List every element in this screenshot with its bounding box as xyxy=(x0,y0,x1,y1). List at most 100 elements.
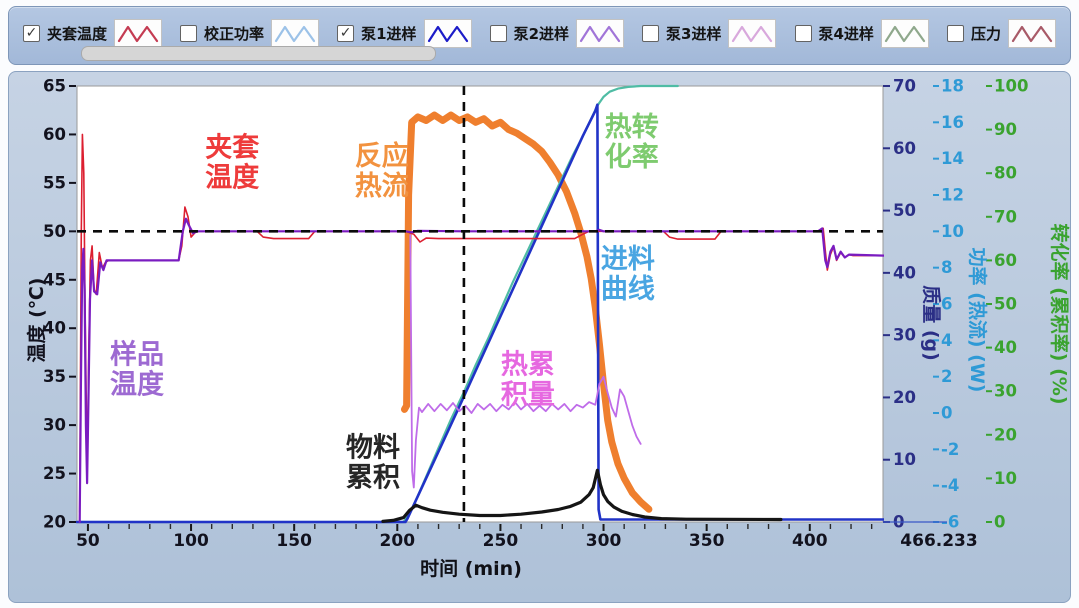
y-tick-label-temperature: 20 xyxy=(43,513,66,532)
legend-toolbar: ✓ 夹套温度 校正功率 ✓ 泵1进样 泵2进样 泵3进样 泵4进样 压力 xyxy=(8,6,1071,65)
y-tick-label-power: -6 xyxy=(941,513,959,532)
legend-label-6: 压力 xyxy=(970,24,1001,43)
legend-scrollbar-thumb[interactable] xyxy=(81,46,436,61)
annotation-2: 热转化率 xyxy=(605,112,659,173)
legend-checkbox-6[interactable] xyxy=(946,24,964,42)
legend-checkbox-4[interactable] xyxy=(642,24,660,42)
y-tick-label-temperature: 60 xyxy=(43,125,66,144)
y-tick-label-conversion: 70 xyxy=(994,207,1017,226)
y-tick-label-conversion: 60 xyxy=(994,251,1017,270)
x-tick-label: 400 xyxy=(792,531,828,551)
x-tick-label: 350 xyxy=(689,531,725,551)
y-tick-label-mass: 50 xyxy=(893,201,916,220)
annotation-4: 热累积量 xyxy=(501,349,555,410)
y-tick-label-temperature: 65 xyxy=(43,77,66,96)
legend-item-0: ✓ 夹套温度 xyxy=(23,18,163,48)
legend-item-4: 泵3进样 xyxy=(642,18,777,48)
series-material_accumulation xyxy=(381,468,783,523)
y-tick-label-conversion: 80 xyxy=(994,164,1017,183)
legend-checkbox-0[interactable]: ✓ xyxy=(23,24,40,42)
y-tick-label-power: 2 xyxy=(941,367,952,386)
annotation-5: 样品温度 xyxy=(110,339,164,401)
legend-swatch-6 xyxy=(1007,18,1056,48)
y-tick-label-mass: 10 xyxy=(893,450,916,469)
y-tick-label-conversion: 0 xyxy=(994,513,1005,532)
legend-checkbox-5[interactable] xyxy=(794,24,812,42)
data-series xyxy=(76,84,884,524)
y-tick-label-conversion: 100 xyxy=(994,77,1028,96)
y-tick-label-power: -4 xyxy=(941,476,959,495)
annotation-0: 夹套温度 xyxy=(205,132,259,193)
legend-swatch-3 xyxy=(576,18,624,48)
y-tick-label-mass: 20 xyxy=(893,388,916,407)
series-heat_flow xyxy=(401,111,653,513)
legend-item-6: 压力 xyxy=(946,18,1056,48)
x-tick-label: 250 xyxy=(483,531,519,551)
legend-label-3: 泵2进样 xyxy=(513,24,569,43)
reference-lines xyxy=(77,86,883,522)
legend-checkbox-1[interactable] xyxy=(180,24,198,42)
y-tick-label-power: 4 xyxy=(941,331,952,350)
y-tick-label-temperature: 55 xyxy=(43,173,66,192)
y-axis-title-power: 功率 (热流) (W) xyxy=(966,248,989,393)
legend-swatch-1 xyxy=(271,18,320,48)
legend-swatch-2 xyxy=(423,18,472,48)
y-axis-title-conversion: 转化率 (累积率) (%) xyxy=(1048,223,1070,404)
x-axis-ticks: 50 100 150 200 250 300 350 400 xyxy=(76,524,873,551)
y-axis-title-mass: 质量 (g) xyxy=(920,285,942,361)
legend-item-5: 泵4进样 xyxy=(794,18,929,48)
y-tick-label-power: 18 xyxy=(941,77,964,96)
y-tick-label-power: 12 xyxy=(941,186,964,205)
legend-label-1: 校正功率 xyxy=(204,24,265,43)
y-axis-title-temperature: 温度 (℃) xyxy=(25,278,48,363)
y-tick-label-conversion: 90 xyxy=(994,120,1017,139)
legend-label-2: 泵1进样 xyxy=(361,24,417,43)
y-tick-label-conversion: 40 xyxy=(994,338,1017,357)
legend-item-1: 校正功率 xyxy=(180,18,320,48)
annotation-1: 反应热流 xyxy=(355,140,409,202)
legend-label-4: 泵3进样 xyxy=(666,24,722,43)
y-tick-label-conversion: 10 xyxy=(994,469,1017,488)
x-tick-label: 200 xyxy=(380,531,416,551)
plot-area[interactable] xyxy=(76,85,884,523)
x-axis-end-label: 466.233 xyxy=(900,531,977,551)
legend-item-3: 泵2进样 xyxy=(489,18,624,48)
y-tick-label-power: 6 xyxy=(941,295,952,314)
y-tick-label-power: 8 xyxy=(941,258,952,277)
legend-label-5: 泵4进样 xyxy=(818,24,874,43)
y-axes-ticks: 6560555045403530252070605040302010018161… xyxy=(43,77,1028,532)
y-tick-label-mass: 70 xyxy=(893,77,916,96)
y-tick-label-temperature: 50 xyxy=(43,222,66,241)
y-tick-label-mass: 40 xyxy=(893,263,916,282)
legend-checkbox-2[interactable]: ✓ xyxy=(337,24,355,42)
legend-label-0: 夹套温度 xyxy=(47,24,108,43)
legend-item-2: ✓ 泵1进样 xyxy=(337,18,472,48)
y-tick-label-temperature: 45 xyxy=(43,270,66,289)
y-tick-label-conversion: 20 xyxy=(994,425,1017,444)
y-tick-label-temperature: 35 xyxy=(43,367,66,386)
legend-checkbox-3[interactable] xyxy=(489,24,507,42)
y-tick-label-temperature: 30 xyxy=(43,416,66,435)
chart-panel: 50 100 150 200 250 300 350 400 65 60 55 50 45 40 35 30… xyxy=(8,71,1071,603)
y-tick-label-power: 10 xyxy=(941,222,964,241)
annotation-6: 物料累积 xyxy=(346,433,400,494)
y-tick-label-temperature: 25 xyxy=(43,464,66,483)
legend-items-row: ✓ 夹套温度 校正功率 ✓ 泵1进样 泵2进样 泵3进样 泵4进样 压力 xyxy=(9,7,1070,53)
x-tick-label: 150 xyxy=(276,531,312,551)
y-tick-label-mass: 60 xyxy=(893,139,916,158)
legend-swatch-4 xyxy=(728,18,777,48)
x-axis-title: 时间 (min) xyxy=(420,558,522,580)
x-tick-label: 300 xyxy=(586,531,622,551)
legend-swatch-0 xyxy=(114,18,163,48)
legend-swatch-5 xyxy=(880,18,929,48)
y-tick-label-power: 0 xyxy=(941,404,952,423)
series-feed_curve xyxy=(76,103,884,524)
series-heat_accumulation xyxy=(409,234,642,489)
series-sample_temperature xyxy=(78,217,884,524)
x-tick-label: 50 xyxy=(76,531,100,551)
y-tick-label-conversion: 50 xyxy=(994,295,1017,314)
chart-canvas: 50 100 150 200 250 300 350 400 6560555045403530… xyxy=(25,77,1070,581)
y-tick-label-power: 14 xyxy=(941,149,964,168)
